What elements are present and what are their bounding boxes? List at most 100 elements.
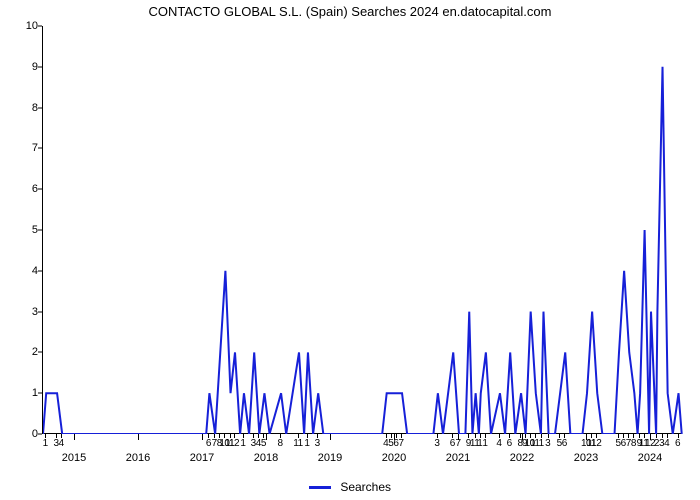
x-tick-mark: [45, 434, 46, 438]
x-year-label: 2021: [446, 452, 470, 464]
x-sub-label: 6: [206, 438, 211, 449]
x-tick-mark: [330, 434, 331, 440]
x-tick-mark: [202, 434, 203, 440]
y-tick-label: 1: [0, 387, 38, 399]
y-tick-mark: [38, 107, 42, 108]
y-tick-label: 3: [0, 306, 38, 318]
series-line: [43, 67, 682, 434]
x-tick-mark: [564, 434, 565, 438]
y-tick-mark: [38, 352, 42, 353]
x-sub-label: 8: [278, 438, 283, 449]
x-tick-mark: [401, 434, 402, 438]
x-tick-mark: [61, 434, 62, 438]
x-tick-mark: [650, 434, 651, 438]
x-tick-mark: [475, 434, 476, 438]
x-tick-mark: [280, 434, 281, 438]
y-tick-label: 10: [0, 20, 38, 32]
x-sub-label: 3: [315, 438, 320, 449]
y-tick-mark: [38, 26, 42, 27]
x-year-label: 2015: [62, 452, 86, 464]
data-line: [43, 26, 683, 434]
x-sub-label: 4: [496, 438, 501, 449]
y-tick-mark: [38, 189, 42, 190]
x-tick-mark: [535, 434, 536, 438]
x-tick-mark: [541, 434, 542, 438]
y-tick-label: 7: [0, 142, 38, 154]
x-sub-label: 11: [293, 438, 302, 449]
y-tick-mark: [38, 270, 42, 271]
x-tick-mark: [458, 434, 459, 438]
x-sub-label: 6: [450, 438, 455, 449]
x-tick-mark: [678, 434, 679, 438]
x-tick-mark: [662, 434, 663, 438]
x-year-label: 2024: [638, 452, 662, 464]
plot-area: [42, 26, 682, 434]
x-year-label: 2022: [510, 452, 534, 464]
x-tick-mark: [499, 434, 500, 438]
x-tick-mark: [452, 434, 453, 438]
x-tick-mark: [628, 434, 629, 438]
y-tick-label: 0: [0, 428, 38, 440]
x-sub-label: 12: [229, 438, 239, 449]
y-tick-label: 9: [0, 61, 38, 73]
y-tick-label: 2: [0, 346, 38, 358]
x-tick-mark: [298, 434, 299, 438]
x-tick-mark: [138, 434, 139, 440]
x-year-label: 2019: [318, 452, 342, 464]
y-tick-mark: [38, 66, 42, 67]
x-year-label: 2018: [254, 452, 278, 464]
x-tick-mark: [618, 434, 619, 438]
x-sub-label: 6: [562, 438, 567, 449]
legend: Searches: [0, 479, 700, 494]
x-tick-mark: [258, 434, 259, 438]
x-sub-label: 6: [675, 438, 680, 449]
x-tick-mark: [317, 434, 318, 438]
y-tick-mark: [38, 393, 42, 394]
legend-label: Searches: [340, 480, 391, 494]
x-year-label: 2016: [126, 452, 150, 464]
x-tick-mark: [667, 434, 668, 438]
x-year-label: 2017: [190, 452, 214, 464]
x-year-label: 2023: [574, 452, 598, 464]
x-tick-mark: [386, 434, 387, 438]
y-tick-label: 5: [0, 224, 38, 236]
x-sub-label: 4: [59, 438, 64, 449]
x-sub-label: 3: [434, 438, 439, 449]
y-tick-mark: [38, 311, 42, 312]
y-tick-label: 8: [0, 102, 38, 114]
x-tick-mark: [214, 434, 215, 438]
x-sub-label: 5: [261, 438, 266, 449]
chart-container: CONTACTO GLOBAL S.L. (Spain) Searches 20…: [0, 0, 700, 500]
x-tick-mark: [548, 434, 549, 438]
x-tick-mark: [74, 434, 75, 440]
y-tick-label: 4: [0, 265, 38, 277]
x-sub-label: 1: [304, 438, 309, 449]
x-year-label: 2020: [382, 452, 406, 464]
x-tick-mark: [56, 434, 57, 438]
x-tick-mark: [509, 434, 510, 438]
x-tick-mark: [596, 434, 597, 438]
x-tick-mark: [307, 434, 308, 438]
x-tick-mark: [520, 434, 521, 438]
x-tick-mark: [623, 434, 624, 438]
x-sub-label: 1: [43, 438, 48, 449]
x-sub-label: 7: [399, 438, 404, 449]
y-tick-mark: [38, 230, 42, 231]
x-tick-mark: [480, 434, 481, 438]
x-tick-mark: [266, 434, 267, 440]
y-tick-label: 6: [0, 183, 38, 195]
legend-swatch: [309, 486, 331, 489]
x-sub-label: 3: [545, 438, 550, 449]
x-sub-label: 7: [455, 438, 460, 449]
x-sub-label: 1: [240, 438, 245, 449]
x-sub-label: 8: [631, 438, 636, 449]
x-sub-label: 6: [507, 438, 512, 449]
x-tick-mark: [243, 434, 244, 438]
y-tick-mark: [38, 148, 42, 149]
x-sub-label: 4: [664, 438, 669, 449]
x-tick-mark: [485, 434, 486, 438]
x-tick-mark: [437, 434, 438, 438]
x-sub-label: 12: [591, 438, 601, 449]
x-tick-mark: [253, 434, 254, 438]
x-tick-mark: [234, 434, 235, 438]
